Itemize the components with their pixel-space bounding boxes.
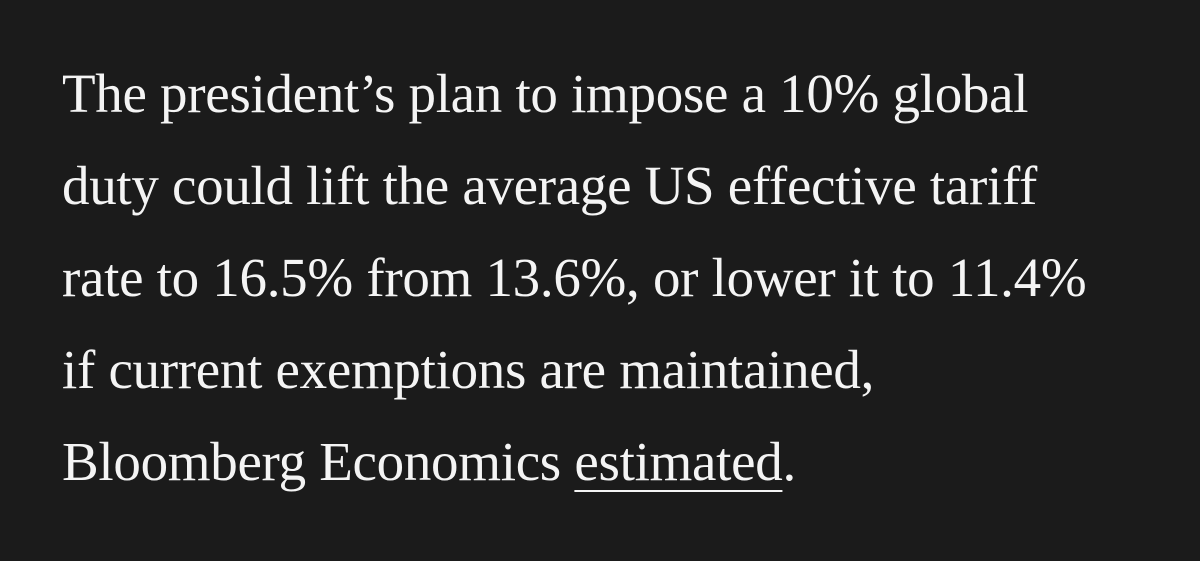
attribution-text: Bloomberg Economics [62,431,575,492]
paragraph-line-2: duty could lift the average US effective… [62,155,1038,216]
article-paragraph: The president’s plan to impose a 10% glo… [62,48,1172,508]
paragraph-line-4: if current exemptions are maintained, [62,339,875,400]
estimated-link[interactable]: estimated [574,431,783,492]
sentence-period: . [782,431,796,492]
paragraph-line-3: rate to 16.5% from 13.6%, or lower it to… [62,247,1087,308]
paragraph-line-5: Bloomberg Economics estimated. [62,416,1172,508]
paragraph-line-1: The president’s plan to impose a 10% glo… [62,63,1029,124]
